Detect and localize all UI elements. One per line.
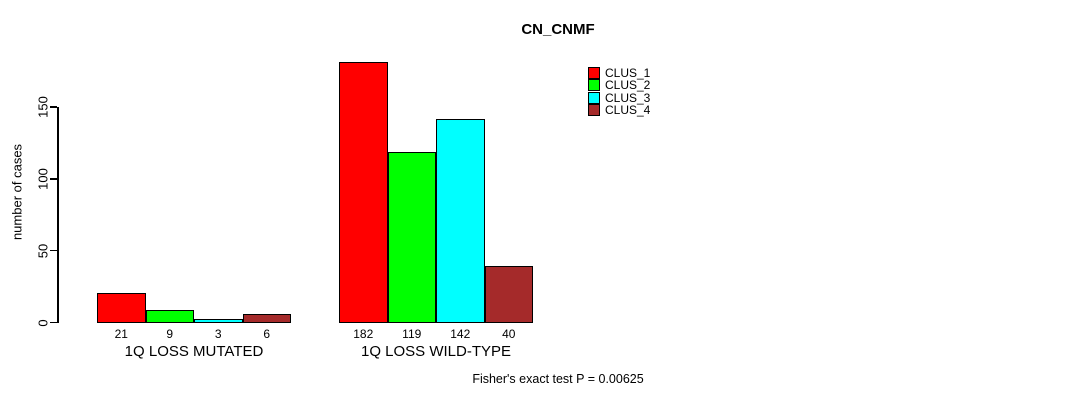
y-tick-label: 100 bbox=[35, 167, 51, 190]
legend-swatch-clus_2 bbox=[588, 79, 600, 92]
bar-value-label: 21 bbox=[114, 327, 128, 341]
bar-clus_1-1 bbox=[97, 292, 146, 323]
y-tick-label: 50 bbox=[35, 243, 51, 258]
footnote-fisher-test: Fisher's exact test P = 0.00625 bbox=[472, 372, 644, 386]
y-tick bbox=[50, 321, 57, 324]
x-group-label: 1Q LOSS MUTATED bbox=[124, 343, 264, 360]
bar-clus_2-1 bbox=[145, 309, 194, 323]
legend-label: CLUS_4 bbox=[605, 102, 651, 117]
legend-label: CLUS_2 bbox=[605, 78, 651, 93]
bar-value-label: 142 bbox=[450, 327, 471, 341]
y-axis-label: number of cases bbox=[9, 143, 25, 241]
bar-value-label: 40 bbox=[502, 327, 516, 341]
y-tick bbox=[50, 178, 57, 180]
bar-clus_2-2 bbox=[387, 151, 436, 323]
y-tick-label: 0 bbox=[35, 318, 51, 327]
bar-value-label: 9 bbox=[166, 327, 174, 341]
x-group-label: 1Q LOSS WILD-TYPE bbox=[360, 343, 512, 360]
bar-value-label: 182 bbox=[353, 327, 374, 341]
y-tick bbox=[50, 249, 57, 252]
bar-value-label: 119 bbox=[402, 327, 422, 341]
y-tick-label: 150 bbox=[35, 96, 51, 118]
legend-swatch-clus_3 bbox=[588, 91, 600, 104]
y-axis-line bbox=[57, 107, 59, 323]
bar-value-label: 6 bbox=[263, 327, 271, 341]
bar-value-label: 3 bbox=[214, 327, 222, 341]
legend-label: CLUS_3 bbox=[605, 90, 651, 105]
bar-clus_1-2 bbox=[339, 61, 388, 323]
legend-label: CLUS_1 bbox=[605, 66, 651, 80]
bar-clus_4-2 bbox=[484, 265, 533, 323]
bar-clus_3-1 bbox=[194, 318, 243, 323]
chart-title: CN_CNMF bbox=[521, 21, 595, 38]
bar-clus_4-1 bbox=[242, 313, 291, 323]
legend-swatch-clus_1 bbox=[588, 67, 600, 79]
legend-swatch-clus_4 bbox=[588, 103, 600, 116]
y-tick bbox=[50, 106, 57, 108]
bar-clus_3-2 bbox=[436, 118, 485, 323]
